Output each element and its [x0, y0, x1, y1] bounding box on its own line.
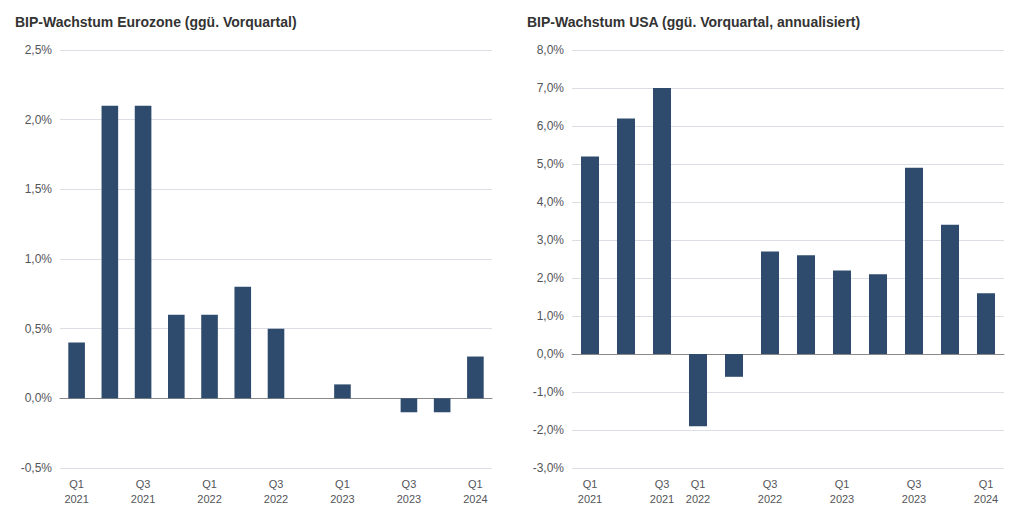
- svg-text:2023: 2023: [902, 493, 926, 505]
- svg-text:2024: 2024: [974, 493, 998, 505]
- svg-text:1,0%: 1,0%: [25, 252, 53, 266]
- svg-text:-2,0%: -2,0%: [533, 423, 565, 437]
- svg-text:0,5%: 0,5%: [25, 322, 53, 336]
- svg-text:Q1: Q1: [335, 478, 350, 490]
- svg-text:0,0%: 0,0%: [25, 391, 53, 405]
- svg-text:7,0%: 7,0%: [537, 81, 565, 95]
- svg-text:Q3: Q3: [655, 478, 670, 490]
- svg-text:Q3: Q3: [907, 478, 922, 490]
- svg-text:2022: 2022: [197, 493, 221, 505]
- svg-text:2021: 2021: [578, 493, 602, 505]
- svg-text:2023: 2023: [330, 493, 354, 505]
- svg-text:-0,5%: -0,5%: [21, 461, 53, 475]
- svg-text:BIP-Wachstum USA (ggü. Vorquar: BIP-Wachstum USA (ggü. Vorquartal, annua…: [527, 14, 860, 30]
- svg-text:2023: 2023: [830, 493, 854, 505]
- svg-text:2021: 2021: [650, 493, 674, 505]
- svg-text:2022: 2022: [758, 493, 782, 505]
- svg-text:2021: 2021: [64, 493, 88, 505]
- svg-text:Q1: Q1: [835, 478, 850, 490]
- svg-text:2024: 2024: [463, 493, 487, 505]
- svg-text:Q1: Q1: [202, 478, 217, 490]
- svg-text:Q1: Q1: [468, 478, 483, 490]
- svg-text:1,5%: 1,5%: [25, 182, 53, 196]
- svg-text:3,0%: 3,0%: [537, 233, 565, 247]
- svg-text:4,0%: 4,0%: [537, 195, 565, 209]
- svg-text:2022: 2022: [686, 493, 710, 505]
- svg-text:8,0%: 8,0%: [537, 43, 565, 57]
- svg-text:-1,0%: -1,0%: [533, 385, 565, 399]
- svg-text:-3,0%: -3,0%: [533, 461, 565, 475]
- svg-text:2021: 2021: [131, 493, 155, 505]
- svg-text:Q3: Q3: [402, 478, 417, 490]
- svg-text:0,0%: 0,0%: [537, 347, 565, 361]
- svg-text:Q1: Q1: [583, 478, 598, 490]
- svg-text:Q1: Q1: [691, 478, 706, 490]
- svg-text:Q3: Q3: [136, 478, 151, 490]
- svg-text:BIP-Wachstum Eurozone (ggü. Vo: BIP-Wachstum Eurozone (ggü. Vorquartal): [15, 14, 297, 30]
- svg-text:2,0%: 2,0%: [25, 113, 53, 127]
- svg-text:Q3: Q3: [763, 478, 778, 490]
- svg-text:Q3: Q3: [269, 478, 284, 490]
- svg-text:2,0%: 2,0%: [537, 271, 565, 285]
- svg-text:Q1: Q1: [69, 478, 84, 490]
- svg-text:Q1: Q1: [979, 478, 994, 490]
- svg-text:2022: 2022: [264, 493, 288, 505]
- svg-text:2,5%: 2,5%: [25, 43, 53, 57]
- svg-text:2023: 2023: [397, 493, 421, 505]
- svg-text:5,0%: 5,0%: [537, 157, 565, 171]
- svg-text:1,0%: 1,0%: [537, 309, 565, 323]
- svg-text:6,0%: 6,0%: [537, 119, 565, 133]
